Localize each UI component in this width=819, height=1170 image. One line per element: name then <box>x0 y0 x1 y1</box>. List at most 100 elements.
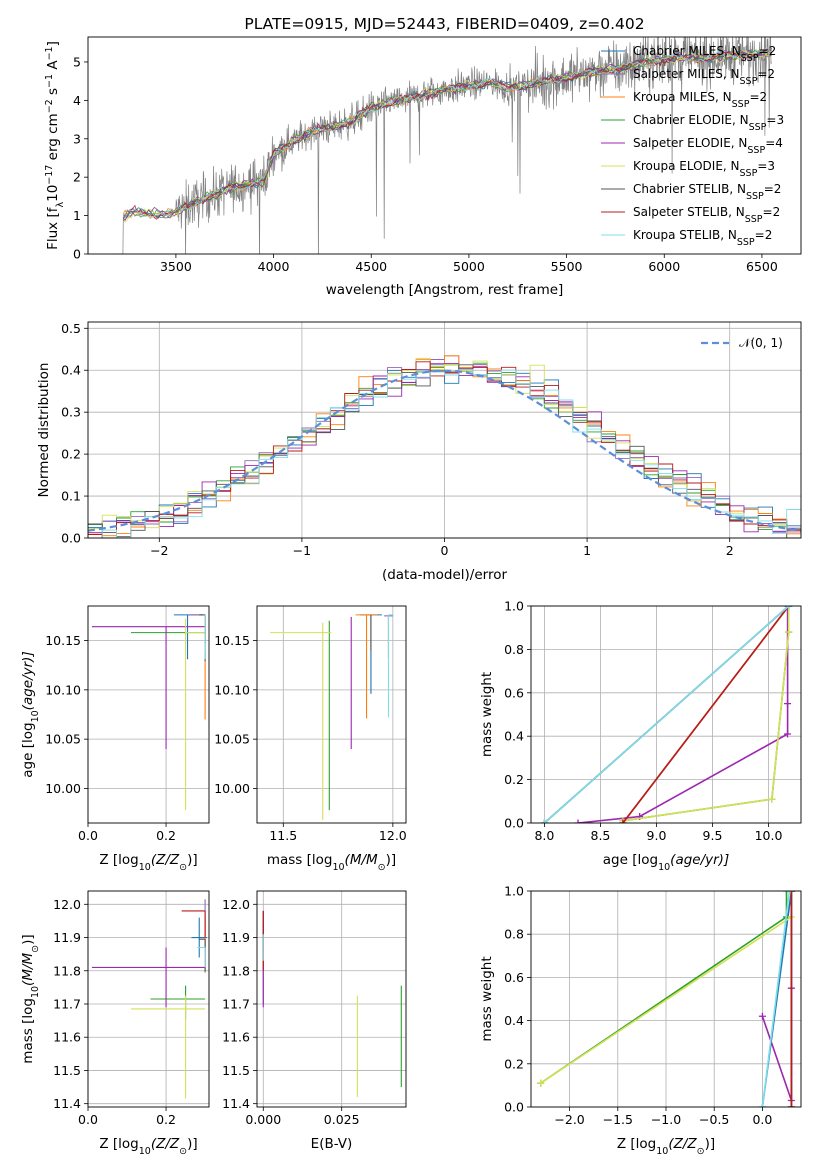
x-axis-label: wavelength [Angstrom, rest frame] <box>326 282 564 298</box>
legend-label: Salpeter MILES, NSSP=2 <box>633 67 775 87</box>
cumulative-marker <box>619 819 627 823</box>
mass-age-panel: 11.5 12.0 10.00 10.05 10.10 10.15 mass [log10(… <box>214 605 407 873</box>
y-tick-label: 0.6 <box>504 685 524 700</box>
y-tick-label: 10.15 <box>214 633 250 648</box>
y-tick-label: 2 <box>73 170 81 185</box>
z-mass-plot-area <box>91 899 208 1099</box>
x-tick-label: 4500 <box>355 259 387 274</box>
cum-age-plot-area <box>540 606 793 823</box>
mass-age-plot-area <box>270 614 393 821</box>
legend-label: 𝒩(0, 1) <box>739 336 783 350</box>
cumulative-marker <box>785 628 793 636</box>
cumulative-marker <box>784 730 792 738</box>
y-tick-label: 1.0 <box>504 884 524 899</box>
cumulative-line <box>761 891 791 1107</box>
x-axis-label: (data-model)/error <box>382 567 508 583</box>
y-tick-label: 11.8 <box>222 963 250 978</box>
y-tick-label: 0.0 <box>504 816 524 831</box>
y-tick-label: 0.8 <box>504 642 524 657</box>
spectrum-panel: 3500 4000 4500 5000 5500 6000 6500 0 1 2 3 4 5 Chabri… <box>44 15 802 298</box>
legend-label: Salpeter STELIB, NSSP=2 <box>633 205 780 225</box>
cumulative-line <box>540 891 788 1084</box>
y-tick-label: 11.8 <box>53 963 81 978</box>
y-tick-label: 4 <box>73 93 81 108</box>
x-tick-label: 11.5 <box>269 828 297 843</box>
cum-age-panel: 8.0 8.5 9.0 9.5 10.0 0.0 0.2 0.4 0.6 0.8 1.0 age [l… <box>479 599 802 873</box>
y-tick-label: 12.0 <box>222 897 250 912</box>
x-tick-label: 1 <box>583 543 591 558</box>
y-tick-label: 0.8 <box>504 927 524 942</box>
axes-frame <box>530 605 802 824</box>
x-tick-label: 0.2 <box>156 1112 176 1127</box>
y-tick-label: 3 <box>73 131 81 146</box>
chart-title: PLATE=0915, MJD=52443, FIBERID=0409, z=0… <box>244 15 644 33</box>
axes-frame <box>87 605 210 824</box>
cumulative-marker <box>785 891 793 895</box>
cum-z-plot-area <box>537 891 795 1107</box>
x-tick-label: 9.5 <box>703 828 723 843</box>
y-tick-label: 0.2 <box>504 1056 524 1071</box>
ebv-mass-panel: 0.000 0.025 11.4 11.5 11.6 11.7 11.8 11.9 12.0 E(… <box>222 890 407 1152</box>
legend-label: Salpeter ELODIE, NSSP=4 <box>633 136 783 156</box>
y-tick-label: 11.5 <box>53 1063 81 1078</box>
y-tick-label: 0.1 <box>61 489 81 504</box>
y-tick-label: 0.5 <box>61 321 81 336</box>
cumulative-marker <box>787 891 795 895</box>
y-axis-label: mass weight <box>479 956 495 1041</box>
axes-frame <box>87 890 210 1108</box>
cumulative-marker <box>787 1103 795 1107</box>
ebv-mass-plot-area <box>262 910 402 1098</box>
y-tick-label: 11.6 <box>222 1030 250 1045</box>
y-tick-label: 10.00 <box>214 781 250 796</box>
y-tick-label: 10.00 <box>45 781 81 796</box>
x-tick-label: 0.000 <box>245 1112 281 1127</box>
cumulative-marker <box>758 1103 766 1107</box>
y-tick-label: 10.15 <box>45 633 81 648</box>
y-tick-label: 1 <box>73 208 81 223</box>
y-tick-label: 10.05 <box>214 732 250 747</box>
legend-label: Kroupa STELIB, NSSP=2 <box>633 228 772 248</box>
x-tick-label: −1 <box>293 543 311 558</box>
y-tick-label: 0 <box>73 247 81 262</box>
x-axis-label: Z [log10(Z/Z⊙)] <box>617 1136 715 1157</box>
y-tick-label: 11.7 <box>53 996 81 1011</box>
residuals-panel: −2 −1 0 1 2 0.0 0.1 0.2 0.3 0.4 0.5 𝒩(0, 1) (data-mo… <box>36 321 802 583</box>
x-tick-label: −2.0 <box>554 1112 584 1127</box>
x-tick-label: 0.0 <box>78 828 98 843</box>
axes-frame <box>256 605 407 824</box>
x-tick-label: 3500 <box>160 259 192 274</box>
x-tick-label: 5500 <box>551 259 583 274</box>
z-mass-panel: 0.0 0.2 11.4 11.5 11.6 11.7 11.8 11.9 12.0 Z [log… <box>20 890 210 1157</box>
y-tick-label: 11.7 <box>222 996 250 1011</box>
y-tick-label: 11.9 <box>222 930 250 945</box>
cum-z-panel: −2.0 −1.5 −1.0 −0.5 0.0 0.0 0.2 0.4 0.6 0.8 1.0 Z [… <box>479 884 802 1157</box>
legend-label: Chabrier STELIB, NSSP=2 <box>633 182 781 202</box>
y-axis-label: mass weight <box>479 672 495 757</box>
x-axis-label: E(B-V) <box>311 1136 353 1152</box>
cumulative-line <box>622 606 790 823</box>
axes-frame <box>87 36 802 255</box>
cumulative-marker <box>574 819 582 823</box>
x-tick-label: 8.5 <box>591 828 611 843</box>
y-tick-label: 0.0 <box>61 531 81 546</box>
legend-label: Chabrier ELODIE, NSSP=3 <box>633 113 784 133</box>
y-tick-label: 11.9 <box>53 930 81 945</box>
y-tick-label: 0.4 <box>504 1013 524 1028</box>
axes-frame <box>530 890 802 1108</box>
y-tick-label: 0.4 <box>61 363 81 378</box>
z-age-plot-area <box>91 614 206 811</box>
legend-label: Kroupa MILES, NSSP=2 <box>633 90 767 110</box>
y-tick-label: 0.0 <box>504 1100 524 1115</box>
residuals-plot-area <box>88 355 801 538</box>
y-axis-label: Flux [fλ10−17 erg cm−2 s−1 A−1] <box>44 41 66 250</box>
x-tick-label: 9.0 <box>647 828 667 843</box>
cumulative-marker <box>758 1012 766 1020</box>
x-tick-label: 8.0 <box>534 828 554 843</box>
y-tick-label: 0.3 <box>61 405 81 420</box>
legend-label: Kroupa ELODIE, NSSP=3 <box>633 159 775 179</box>
x-axis-label: mass [log10(M/M⊙)] <box>267 852 396 873</box>
y-axis-label: Normed distribution <box>36 363 52 498</box>
x-tick-label: 12.0 <box>379 828 407 843</box>
normal-curve <box>88 369 801 532</box>
model-spectrum-line <box>123 47 773 221</box>
